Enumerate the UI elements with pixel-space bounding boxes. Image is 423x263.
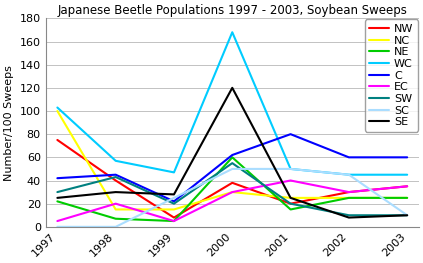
WC: [55, 106, 60, 109]
SW: [346, 214, 352, 217]
WC: [113, 159, 118, 162]
NW: [113, 179, 118, 182]
EC: [55, 219, 60, 222]
WC: [230, 31, 235, 34]
WC: [346, 173, 352, 176]
WC: [405, 173, 410, 176]
NC: [55, 109, 60, 113]
NC: [230, 190, 235, 194]
SW: [113, 175, 118, 179]
Line: NC: NC: [58, 111, 407, 209]
NW: [288, 202, 293, 205]
NC: [405, 196, 410, 199]
SW: [171, 202, 176, 205]
NC: [288, 196, 293, 199]
Line: C: C: [58, 134, 407, 201]
SC: [55, 225, 60, 228]
SC: [230, 167, 235, 170]
NE: [405, 196, 410, 199]
SC: [405, 214, 410, 217]
NC: [113, 208, 118, 211]
C: [405, 156, 410, 159]
NE: [346, 196, 352, 199]
C: [55, 177, 60, 180]
Title: Japanese Beetle Populations 1997 - 2003, Soybean Sweeps: Japanese Beetle Populations 1997 - 2003,…: [58, 4, 407, 17]
Line: SC: SC: [58, 169, 407, 227]
NE: [171, 219, 176, 222]
EC: [346, 190, 352, 194]
Line: SE: SE: [58, 88, 407, 218]
SE: [113, 190, 118, 194]
EC: [113, 202, 118, 205]
EC: [171, 219, 176, 222]
SC: [288, 167, 293, 170]
Line: WC: WC: [58, 32, 407, 175]
Line: SW: SW: [58, 163, 407, 215]
SC: [113, 225, 118, 228]
NE: [288, 208, 293, 211]
NE: [230, 156, 235, 159]
SW: [288, 202, 293, 205]
NW: [171, 216, 176, 219]
EC: [230, 190, 235, 194]
Line: EC: EC: [58, 180, 407, 221]
SE: [55, 196, 60, 199]
Y-axis label: Number/100 Sweeps: Number/100 Sweeps: [4, 65, 14, 180]
WC: [288, 167, 293, 170]
SC: [171, 196, 176, 199]
SE: [405, 214, 410, 217]
EC: [288, 179, 293, 182]
WC: [171, 171, 176, 174]
NW: [230, 181, 235, 184]
EC: [405, 185, 410, 188]
NW: [55, 138, 60, 141]
NW: [405, 185, 410, 188]
C: [230, 153, 235, 156]
C: [346, 156, 352, 159]
Line: NW: NW: [58, 140, 407, 218]
SC: [346, 173, 352, 176]
C: [288, 133, 293, 136]
SE: [230, 86, 235, 89]
Line: NE: NE: [58, 157, 407, 221]
NW: [346, 190, 352, 194]
NC: [346, 196, 352, 199]
C: [113, 173, 118, 176]
SE: [171, 193, 176, 196]
SW: [55, 190, 60, 194]
SW: [230, 161, 235, 165]
C: [171, 200, 176, 203]
NE: [113, 217, 118, 220]
NE: [55, 200, 60, 203]
SW: [405, 214, 410, 217]
Legend: NW, NC, NE, WC, C, EC, SW, SC, SE: NW, NC, NE, WC, C, EC, SW, SC, SE: [365, 19, 418, 132]
SE: [288, 196, 293, 199]
SE: [346, 216, 352, 219]
NC: [171, 208, 176, 211]
